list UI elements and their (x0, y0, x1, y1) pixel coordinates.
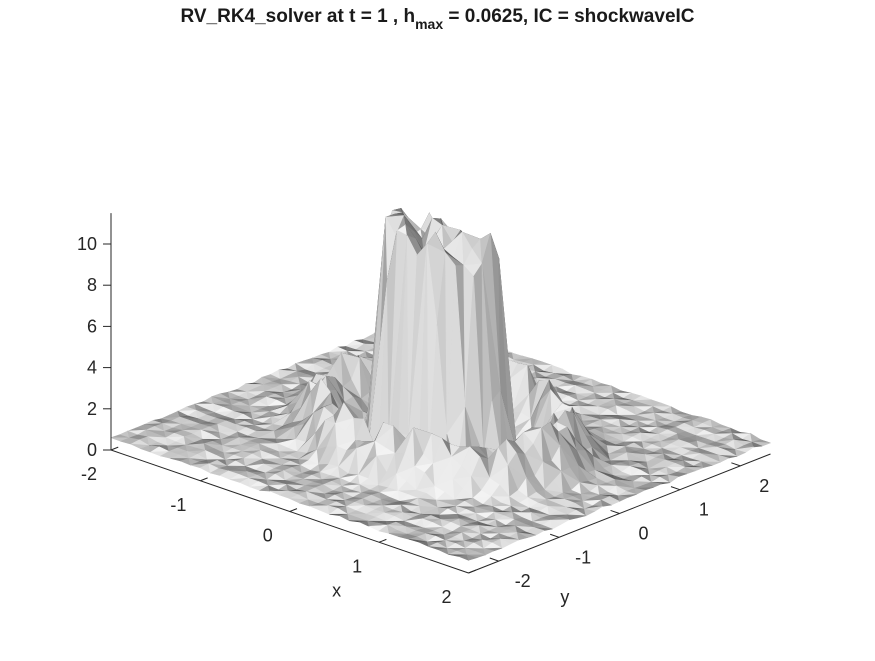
x-tick (110, 446, 119, 451)
y-tick (670, 486, 681, 491)
chart-title: RV_RK4_solver at t = 1 , hmax = 0.0625, … (0, 6, 875, 32)
surface-facet (701, 461, 713, 468)
x-tick (378, 538, 387, 543)
z-tick-label: 0 (87, 440, 97, 460)
x-tick (289, 508, 298, 512)
x-tick (200, 477, 208, 482)
title-rest: = 0.0625, IC = shockwaveIC (443, 6, 695, 27)
surface-facet (751, 441, 763, 448)
y-tick-label: 2 (759, 476, 769, 496)
y-tick (731, 462, 741, 467)
z-tick-label: 6 (87, 316, 97, 336)
surface-facet (600, 499, 613, 507)
x-tick-label: -2 (81, 464, 97, 484)
z-tick-label: 2 (87, 399, 97, 419)
surface-facet (651, 481, 663, 488)
surface-facet (466, 554, 478, 561)
title-subscript: max (415, 16, 444, 32)
surface-facet (684, 466, 696, 475)
y-tick-label: 1 (699, 500, 709, 520)
surface-facet (718, 454, 730, 463)
surface-facet (500, 538, 512, 549)
surface-facet (634, 487, 646, 495)
surface-mesh (110, 208, 771, 561)
axes: x y 0 2 4 6 8 10 -2 -1 0 1 2 -2 -1 0 1 2 (77, 213, 771, 607)
surface-facet (483, 548, 495, 556)
z-tick-label: 10 (77, 234, 97, 254)
x-tick (468, 569, 476, 574)
surface-facet (533, 527, 545, 536)
x-tick-label: 0 (263, 526, 273, 546)
x-tick-label: 1 (352, 556, 362, 576)
z-tick-label: 8 (87, 275, 97, 295)
surface-facet (667, 474, 679, 484)
x-axis-label: x (332, 581, 341, 601)
y-tick (489, 557, 499, 562)
y-tick-label: 0 (638, 524, 648, 544)
surface-facet (617, 495, 629, 502)
surface-facet (550, 519, 562, 530)
surface-facet (734, 449, 747, 457)
y-tick (610, 509, 620, 514)
y-axis-label: y (560, 587, 569, 607)
y-tick (549, 533, 560, 538)
surface-facet (567, 514, 578, 521)
z-tick-label: 4 (87, 358, 97, 378)
y-tick-label: -1 (575, 547, 591, 567)
title-main: RV_RK4_solver at t = 1 , h (180, 6, 416, 27)
surface-facet (584, 508, 596, 517)
y-tick-label: -2 (515, 571, 531, 591)
surface-facet (516, 532, 529, 541)
x-tick-label: 2 (441, 587, 451, 607)
x-tick-label: -1 (170, 495, 186, 515)
